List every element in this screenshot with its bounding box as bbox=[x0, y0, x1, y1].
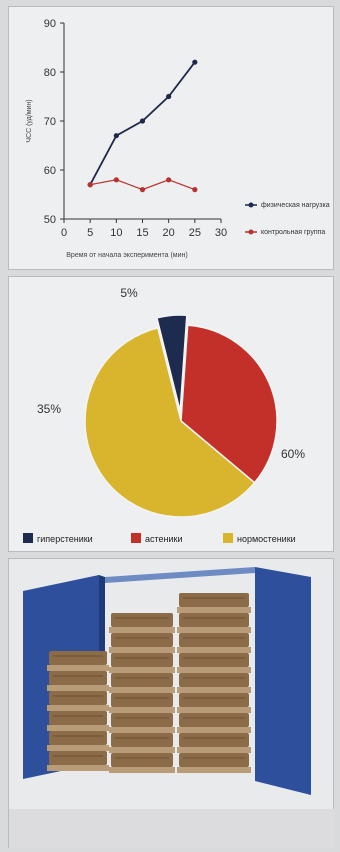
crate bbox=[179, 633, 249, 647]
y-tick-label: 70 bbox=[44, 116, 56, 128]
crate-stacks bbox=[47, 593, 251, 773]
pallet bbox=[177, 707, 251, 713]
pie-chart: 5% 35% 60% гиперстеники астеники нормост… bbox=[23, 286, 305, 544]
data-point-1-3 bbox=[166, 177, 172, 183]
pallet bbox=[177, 627, 251, 633]
crate bbox=[179, 673, 249, 687]
back-wall-top bbox=[105, 567, 255, 583]
data-point-0-2 bbox=[139, 118, 146, 124]
pie-slice-0 bbox=[155, 314, 188, 412]
pallet bbox=[177, 607, 251, 613]
x-tick-label: 25 bbox=[189, 227, 201, 239]
crate bbox=[111, 673, 173, 687]
crate bbox=[179, 693, 249, 707]
crate bbox=[49, 671, 107, 685]
pie-legend: гиперстеники астеники нормостеники bbox=[23, 533, 296, 544]
pallet bbox=[177, 767, 251, 773]
pallet bbox=[109, 687, 175, 693]
x-axis-label: Время от начала эксперимента (мин) bbox=[66, 252, 187, 259]
pallet bbox=[177, 727, 251, 733]
pallet bbox=[177, 647, 251, 653]
pallet bbox=[47, 665, 109, 671]
x-tick-label: 30 bbox=[215, 227, 227, 239]
pie-chart-panel: 5% 35% 60% гиперстеники астеники нормост… bbox=[8, 276, 334, 552]
data-point-1-1 bbox=[113, 177, 119, 183]
data-point-0-4 bbox=[192, 59, 198, 65]
legend-marker-physical bbox=[248, 202, 254, 208]
pallet bbox=[47, 685, 109, 691]
y-axis-label: ЧСС (уд/мин) bbox=[26, 99, 33, 142]
y-tick-label: 50 bbox=[44, 214, 56, 226]
crate bbox=[111, 613, 173, 627]
data-point-1-2 bbox=[139, 187, 146, 193]
pallet bbox=[47, 765, 109, 771]
pallet bbox=[109, 747, 175, 753]
x-tick-label: 10 bbox=[110, 227, 122, 239]
x-tick-label: 5 bbox=[87, 227, 93, 239]
legend-label-physical: физическая нагрузка bbox=[261, 202, 330, 209]
crate bbox=[179, 613, 249, 627]
data-point-0-1 bbox=[113, 133, 119, 139]
crate bbox=[49, 751, 107, 765]
pie-label-5: 5% bbox=[120, 286, 138, 300]
crate bbox=[49, 691, 107, 705]
pallet bbox=[109, 647, 175, 653]
warehouse-illustration-panel bbox=[8, 558, 335, 849]
pallet bbox=[47, 705, 109, 711]
legend-swatch-normosthenic bbox=[223, 533, 233, 543]
legend-marker-control bbox=[248, 229, 254, 235]
right-wall bbox=[255, 567, 311, 795]
crate bbox=[179, 733, 249, 747]
pallet bbox=[177, 747, 251, 753]
crate bbox=[111, 713, 173, 727]
x-tick-label: 20 bbox=[163, 227, 175, 239]
y-tick-label: 90 bbox=[44, 18, 56, 30]
legend-swatch-asthenic bbox=[131, 533, 141, 543]
crate bbox=[111, 753, 173, 767]
crate bbox=[49, 711, 107, 725]
crate bbox=[111, 633, 173, 647]
data-point-1-4 bbox=[192, 187, 198, 193]
line-chart: 50 60 70 80 90 0 5 10 15 20 25 30 ЧСС (уд/мин) Вре… bbox=[26, 18, 330, 259]
pallet bbox=[47, 745, 109, 751]
x-tick-label: 0 bbox=[61, 227, 67, 239]
pallet bbox=[109, 627, 175, 633]
pallet bbox=[109, 727, 175, 733]
line-chart-panel: 50 60 70 80 90 0 5 10 15 20 25 30 ЧСС (уд/мин) Вре… bbox=[8, 6, 334, 270]
crate bbox=[179, 653, 249, 667]
warehouse-illustration bbox=[9, 567, 335, 849]
legend-label-asthenic: астеники bbox=[145, 534, 183, 544]
legend-label-normosthenic: нормостеники bbox=[237, 534, 296, 544]
pie-label-60: 60% bbox=[281, 447, 305, 461]
data-point-1-0 bbox=[87, 182, 93, 188]
y-tick-label: 60 bbox=[44, 165, 56, 177]
crate bbox=[179, 713, 249, 727]
crate bbox=[179, 593, 249, 607]
y-tick-label: 80 bbox=[44, 67, 56, 79]
pallet bbox=[177, 667, 251, 673]
pallet bbox=[47, 725, 109, 731]
crate bbox=[49, 731, 107, 745]
crate bbox=[111, 653, 173, 667]
pallet bbox=[109, 667, 175, 673]
crate bbox=[111, 693, 173, 707]
pallet bbox=[109, 767, 175, 773]
data-point-0-3 bbox=[166, 93, 172, 100]
x-tick-label: 15 bbox=[136, 227, 148, 239]
pie-slice-1 bbox=[180, 324, 278, 484]
floor bbox=[9, 809, 335, 849]
legend-label-hypersthenic: гиперстеники bbox=[37, 534, 93, 544]
pallet bbox=[177, 687, 251, 693]
pallet bbox=[109, 707, 175, 713]
legend-swatch-hypersthenic bbox=[23, 533, 33, 543]
line-legend: физическая нагрузка контрольная группа bbox=[245, 202, 330, 236]
crate bbox=[49, 651, 107, 665]
crate bbox=[179, 753, 249, 767]
crate bbox=[111, 733, 173, 747]
pie-label-35: 35% bbox=[37, 402, 61, 416]
legend-label-control: контрольная группа bbox=[261, 229, 325, 236]
pie-slice-2 bbox=[84, 326, 256, 518]
